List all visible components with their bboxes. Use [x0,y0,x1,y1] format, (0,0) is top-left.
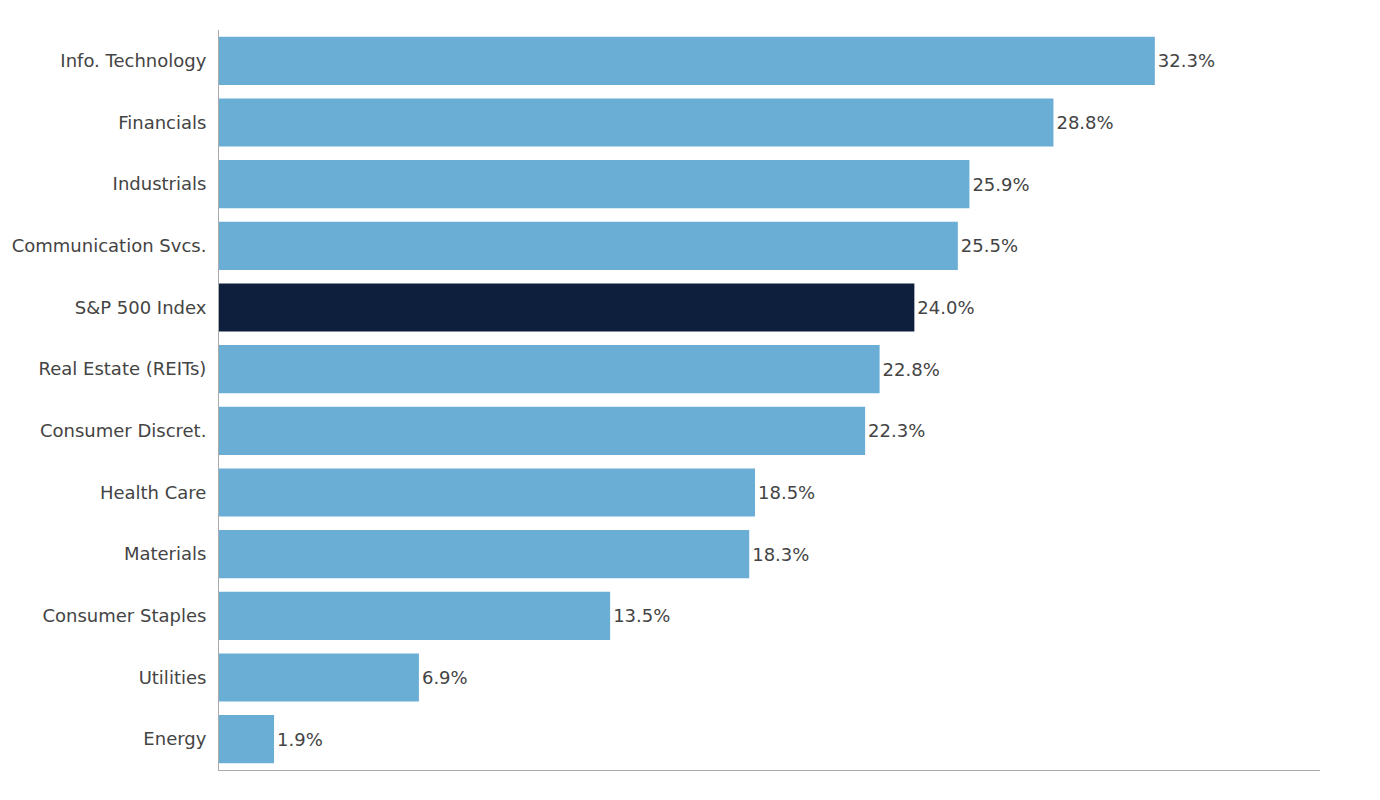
svg-text:28.8%: 28.8% [1056,112,1113,133]
svg-text:22.3%: 22.3% [868,420,925,441]
svg-text:Communication Svcs.: Communication Svcs. [12,235,207,256]
svg-text:Consumer Discret.: Consumer Discret. [40,420,207,441]
svg-text:Health Care: Health Care [100,482,207,503]
svg-text:18.5%: 18.5% [758,482,815,503]
svg-text:Industrials: Industrials [113,173,207,194]
svg-text:Utilities: Utilities [139,667,207,688]
svg-text:Info. Technology: Info. Technology [60,50,206,71]
svg-text:24.0%: 24.0% [917,297,974,318]
svg-text:18.3%: 18.3% [752,544,809,565]
svg-text:25.9%: 25.9% [972,174,1029,195]
svg-text:25.5%: 25.5% [961,235,1018,256]
svg-text:Consumer Staples: Consumer Staples [42,605,206,626]
svg-text:Energy: Energy [143,728,206,749]
svg-text:1.9%: 1.9% [277,729,323,750]
svg-text:32.3%: 32.3% [1158,50,1215,71]
svg-text:Materials: Materials [124,543,207,564]
svg-text:Financials: Financials [118,112,206,133]
svg-text:13.5%: 13.5% [613,605,670,626]
svg-text:S&P 500 Index: S&P 500 Index [75,297,207,318]
svg-text:22.8%: 22.8% [883,359,940,380]
svg-text:Real Estate (REITs): Real Estate (REITs) [39,358,207,379]
svg-text:6.9%: 6.9% [422,667,468,688]
